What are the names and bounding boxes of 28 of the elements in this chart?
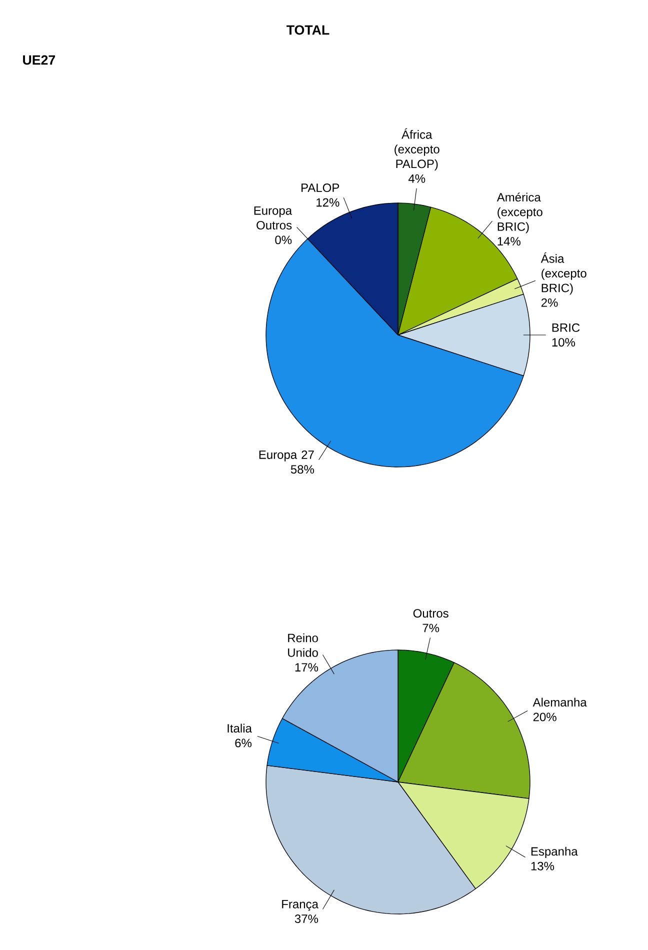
data-label: 58%: [290, 465, 314, 474]
data-label: 17%: [295, 663, 318, 672]
slice-label: África (excepto PALOP): [394, 128, 440, 171]
slice-label: Italia: [228, 724, 252, 733]
data-label: 10%: [552, 338, 576, 347]
text: UE27: [23, 55, 56, 65]
category-label: Europa Outros: [254, 206, 292, 230]
data-label: 20%: [533, 712, 556, 722]
data-label: 14%: [498, 237, 520, 246]
text: 0%: [275, 236, 292, 244]
slice-label: Reino Unido: [288, 633, 318, 657]
data-label: 13%: [531, 862, 554, 870]
chart-title: TOTAL: [286, 25, 330, 35]
data-label: 6%: [235, 738, 252, 748]
slice-label: PALOP: [302, 184, 340, 192]
slice-label: França: [282, 900, 318, 911]
data-label: 7%: [422, 624, 440, 632]
slice-label: Espanha: [531, 846, 578, 858]
data-label: 4%: [408, 174, 426, 183]
slice-label: Alemanha: [532, 698, 587, 707]
data-label: 12%: [316, 198, 340, 207]
slice-label: América (excepto BRIC): [496, 192, 542, 234]
data-label: 37%: [294, 914, 318, 924]
data-label: 2%: [541, 298, 558, 307]
slice-label: BRIC: [552, 323, 580, 332]
slice-label: Ásia (excepto BRIC): [540, 252, 586, 295]
slice-label: Europa 27: [259, 450, 314, 462]
slice-label: Outros: [413, 609, 448, 618]
